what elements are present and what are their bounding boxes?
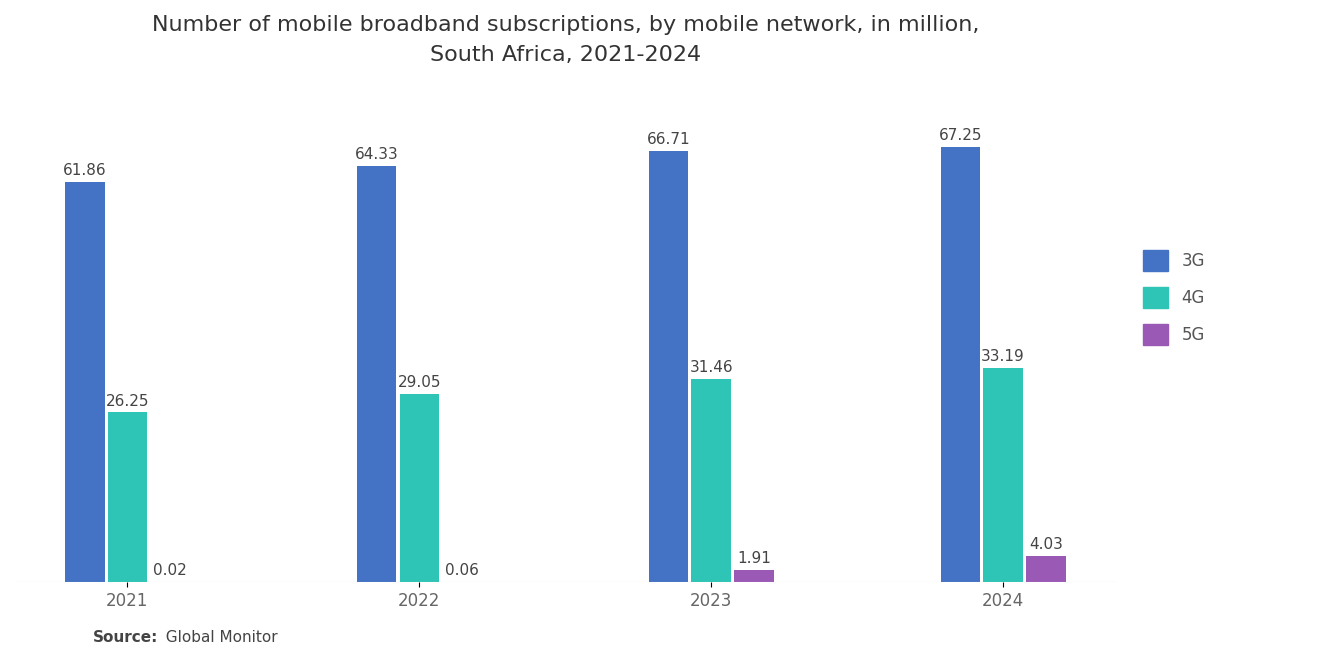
Bar — [692, 379, 731, 583]
Text: Global Monitor: Global Monitor — [156, 630, 277, 645]
Bar — [400, 394, 440, 583]
Text: 66.71: 66.71 — [647, 132, 690, 147]
Bar — [649, 150, 689, 583]
Bar — [108, 412, 147, 583]
Text: Source:: Source: — [92, 630, 158, 645]
Bar — [734, 570, 774, 583]
Text: 31.46: 31.46 — [689, 360, 733, 375]
Text: 0.06: 0.06 — [445, 563, 479, 578]
Text: 33.19: 33.19 — [981, 348, 1026, 364]
Bar — [941, 147, 981, 583]
Bar — [983, 368, 1023, 583]
Title: Number of mobile broadband subscriptions, by mobile network, in million,
South A: Number of mobile broadband subscriptions… — [152, 15, 979, 65]
Text: 26.25: 26.25 — [106, 394, 149, 408]
Text: 61.86: 61.86 — [63, 163, 107, 178]
Bar — [1026, 557, 1065, 583]
Text: 0.02: 0.02 — [153, 563, 187, 579]
Bar — [356, 166, 396, 583]
Legend: 3G, 4G, 5G: 3G, 4G, 5G — [1135, 242, 1213, 353]
Text: 67.25: 67.25 — [939, 128, 982, 143]
Text: 29.05: 29.05 — [397, 376, 441, 390]
Text: 64.33: 64.33 — [355, 147, 399, 162]
Text: 4.03: 4.03 — [1028, 537, 1063, 553]
Text: 1.91: 1.91 — [737, 551, 771, 566]
Bar — [65, 182, 104, 583]
